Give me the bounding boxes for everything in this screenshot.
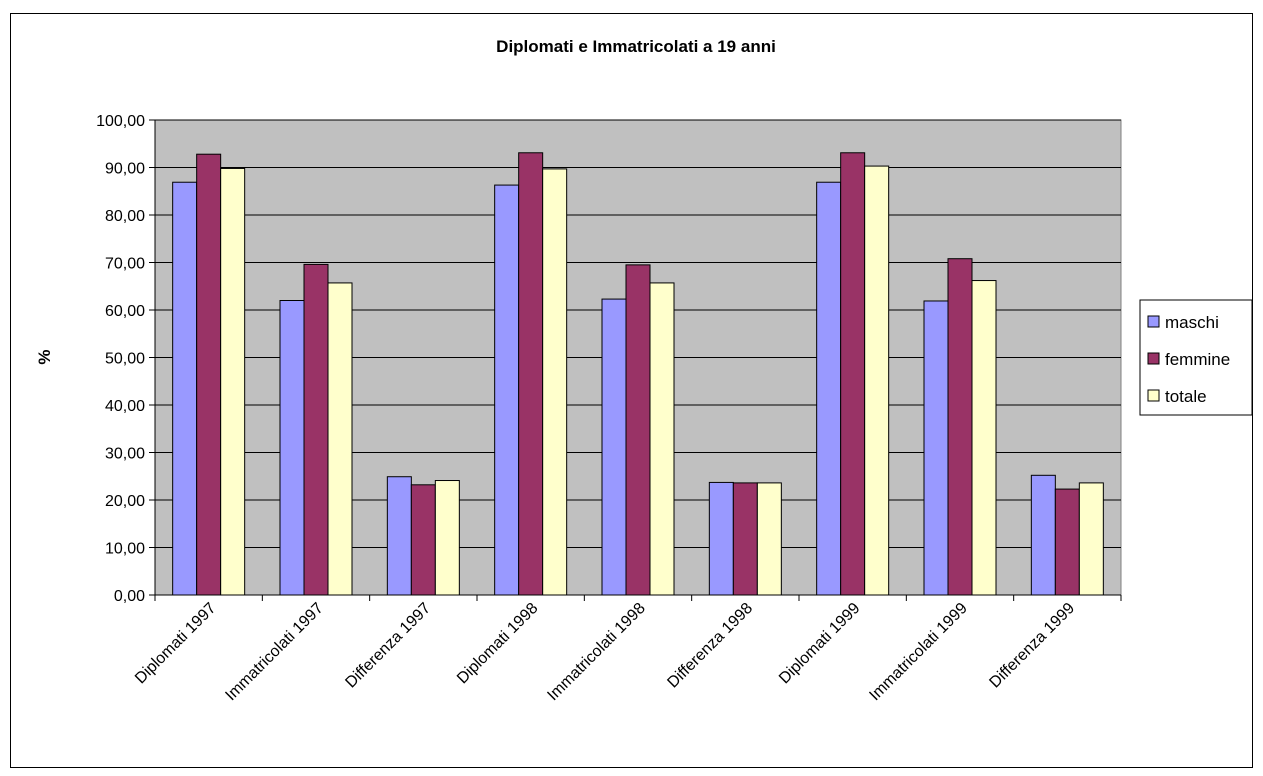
y-tick-label: 40,00 — [105, 398, 145, 415]
y-tick-label: 10,00 — [105, 541, 145, 558]
bar-maschi — [601, 298, 627, 596]
x-category-label: Diplomati 1999 — [776, 600, 864, 688]
bar-femmine — [732, 482, 758, 596]
y-tick-label: 100,00 — [96, 113, 145, 130]
x-category-label: Immatricolati 1998 — [544, 600, 649, 705]
bar-maschi — [494, 184, 520, 596]
x-category-label: Differenza 1999 — [986, 600, 1078, 692]
x-category-label: Diplomati 1998 — [454, 600, 542, 688]
bar-femmine — [947, 258, 973, 596]
x-category-label: Immatricolati 1999 — [866, 600, 971, 705]
bar-totale — [756, 482, 782, 596]
y-tick-label: 90,00 — [105, 161, 145, 178]
legend-label-maschi: maschi — [1165, 313, 1219, 332]
legend-swatch-totale — [1147, 389, 1160, 402]
y-tick-label: 80,00 — [105, 208, 145, 225]
legend-swatch-maschi — [1147, 315, 1160, 328]
bar-totale — [864, 165, 890, 596]
x-category-label: Differenza 1997 — [342, 600, 434, 692]
y-tick-label: 30,00 — [105, 446, 145, 463]
legend-swatch-femmine — [1147, 352, 1160, 365]
bar-maschi — [386, 476, 412, 596]
bar-femmine — [196, 153, 222, 596]
bar-femmine — [303, 263, 329, 596]
bar-totale — [327, 282, 353, 596]
chart-title: Diplomati e Immatricolati a 19 anni — [496, 37, 776, 56]
plot-area: 0,00 10,00 20,00 30,00 40,00 50,00 60,00 70,00 8… — [96, 113, 1122, 705]
x-category-label: Immatricolati 1997 — [222, 600, 327, 705]
bar-femmine — [1054, 488, 1080, 596]
bar-maschi — [923, 300, 949, 596]
y-tick-label: 20,00 — [105, 493, 145, 510]
legend: maschi femmine totale — [1139, 299, 1253, 416]
y-tick-label: 60,00 — [105, 303, 145, 320]
bar-maschi — [279, 300, 305, 596]
bar-totale — [1078, 482, 1104, 596]
bar-femmine — [625, 264, 651, 596]
y-tick-label: 50,00 — [105, 351, 145, 368]
bar-totale — [971, 280, 997, 596]
x-category-label: Diplomati 1997 — [132, 600, 220, 688]
bar-maschi — [816, 181, 842, 596]
bar-maschi — [1030, 474, 1056, 596]
legend-label-femmine: femmine — [1165, 350, 1230, 369]
bar-totale — [434, 480, 460, 596]
y-tick-label: 70,00 — [105, 256, 145, 273]
bar-femmine — [410, 484, 436, 596]
bar-totale — [542, 168, 568, 596]
y-tick-label: 0,00 — [114, 588, 145, 605]
bar-totale — [649, 282, 675, 596]
bar-maschi — [708, 481, 734, 596]
y-axis-title: % — [35, 349, 54, 364]
bar-femmine — [840, 152, 866, 596]
bar-maschi — [172, 181, 198, 596]
bar-femmine — [518, 152, 544, 596]
legend-label-totale: totale — [1165, 387, 1207, 406]
x-category-label: Differenza 1998 — [664, 600, 756, 692]
bar-totale — [220, 167, 246, 596]
